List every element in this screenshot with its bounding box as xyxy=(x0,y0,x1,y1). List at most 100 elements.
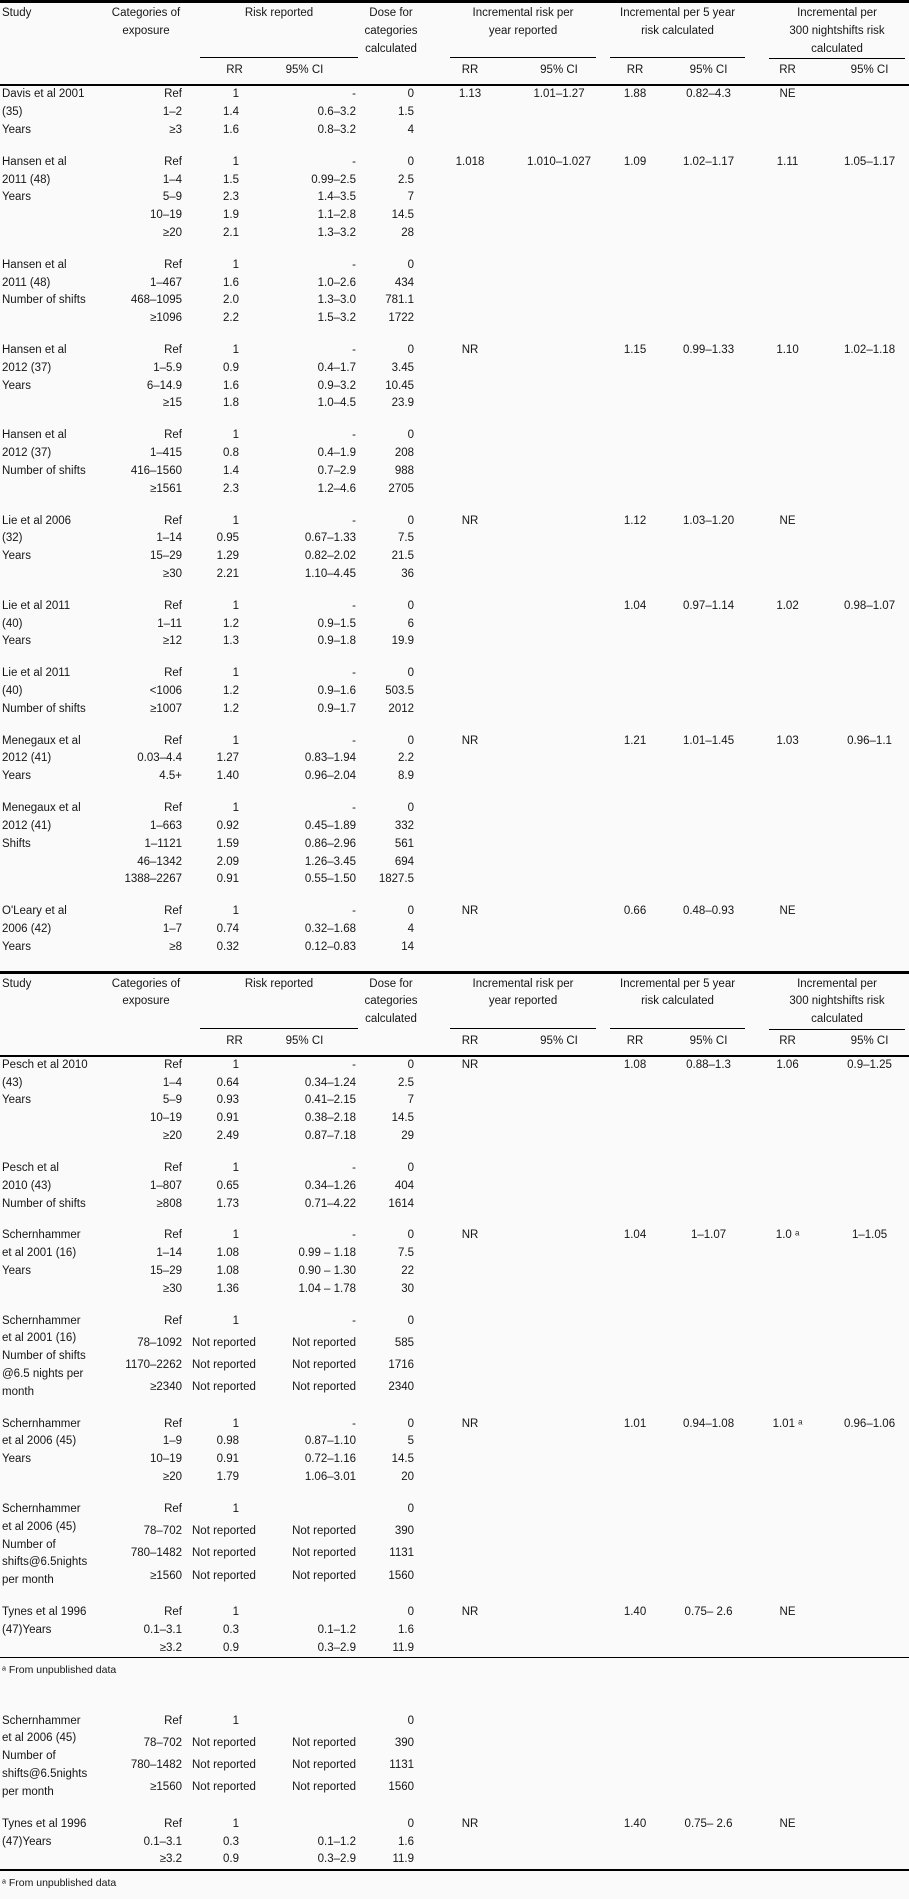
category-cell: Ref xyxy=(100,85,192,104)
dose-cell: 0 xyxy=(362,1604,420,1622)
rr-reported-cell: 0.8 xyxy=(192,445,247,463)
category-cell: 15–29 xyxy=(100,548,192,566)
study-cell: Schernhammer et al 2001 (16) Years xyxy=(0,1227,100,1298)
rr-reported-cell: Not reported xyxy=(192,1523,247,1545)
dose-cell: 0 xyxy=(362,1501,420,1523)
spacer-row xyxy=(0,413,909,427)
dose-cell: 10.45 xyxy=(362,378,420,396)
rr-reported-cell: 1.5 xyxy=(192,172,247,190)
rr-reported-cell: Not reported xyxy=(192,1757,247,1779)
ci-reported-cell: 0.4–1.7 xyxy=(247,360,362,378)
spacer-cell xyxy=(0,1687,909,1713)
inc-year-rr-cell: 1.018 xyxy=(420,154,520,243)
rr-reported-cell: 1 xyxy=(192,1056,247,1075)
spacer-row xyxy=(0,786,909,800)
ci-reported-cell: Not reported xyxy=(247,1735,362,1757)
category-cell: 1–2 xyxy=(100,104,192,122)
inc-year-ci-cell xyxy=(520,800,598,889)
rr-reported-cell: 1.29 xyxy=(192,548,247,566)
category-cell: 780–1482 xyxy=(100,1757,192,1779)
category-cell: 5–9 xyxy=(100,189,192,207)
rr-reported-cell: 2.2 xyxy=(192,310,247,328)
dose-cell: 2.5 xyxy=(362,172,420,190)
inc-5year-rr-cell: 1.04 xyxy=(598,1227,672,1298)
ci-reported-cell xyxy=(247,1604,362,1622)
dose-cell: 36 xyxy=(362,566,420,584)
inc-5year-rr-cell xyxy=(598,1713,672,1802)
inc-300-rr-cell: 1.06 xyxy=(745,1056,830,1146)
spacer-cell xyxy=(0,1146,909,1160)
ci-reported-cell: - xyxy=(247,903,362,921)
category-cell: Ref xyxy=(100,1056,192,1075)
ci-reported-cell: 0.87–7.18 xyxy=(247,1128,362,1146)
spacer-cell xyxy=(0,651,909,665)
rr-reported-cell: 0.9 xyxy=(192,1640,247,1658)
col-group-incremental-year-inner: Incremental risk per year reported xyxy=(450,976,596,1029)
dose-cell: 390 xyxy=(362,1523,420,1545)
dose-cell: 21.5 xyxy=(362,548,420,566)
rr-reported-cell: 0.95 xyxy=(192,530,247,548)
rr-reported-cell: 1 xyxy=(192,1604,247,1622)
dose-cell: 4 xyxy=(362,921,420,939)
inc-5year-ci-cell: 0.94–1.08 xyxy=(672,1416,745,1487)
dose-cell: 0 xyxy=(362,1056,420,1075)
spacer-cell xyxy=(0,584,909,598)
study-cell: Davis et al 2001 (35) Years xyxy=(0,85,100,139)
spacer-row xyxy=(0,1146,909,1160)
category-cell: 5–9 xyxy=(100,1092,192,1110)
rr-reported-cell: 0.9 xyxy=(192,360,247,378)
ci-reported-cell: 1.04 – 1.78 xyxy=(247,1281,362,1299)
inc-year-rr-cell xyxy=(420,1313,520,1402)
rr-reported-cell: 1 xyxy=(192,1227,247,1245)
col-header-rr: RR xyxy=(745,59,830,85)
dose-cell: 585 xyxy=(362,1335,420,1357)
inc-300-rr-cell xyxy=(745,427,830,498)
category-cell: Ref xyxy=(100,342,192,360)
dose-cell: 2705 xyxy=(362,481,420,499)
rr-reported-cell: 1.73 xyxy=(192,1196,247,1214)
inc-5year-ci-cell xyxy=(672,427,745,498)
dose-cell: 2340 xyxy=(362,1379,420,1401)
col-group-incremental-300-title: Incremental per 300 nightshifts risk cal… xyxy=(769,5,905,58)
dose-cell: 503.5 xyxy=(362,683,420,701)
inc-5year-ci-cell: 0.88–1.3 xyxy=(672,1056,745,1146)
rr-reported-cell: 1 xyxy=(192,800,247,818)
dose-cell: 4 xyxy=(362,122,420,140)
ci-reported-cell xyxy=(247,1713,362,1735)
spacer-row xyxy=(0,1590,909,1604)
inc-300-rr-cell: NE xyxy=(745,85,830,139)
ci-reported-cell xyxy=(247,1501,362,1523)
spacer-cell xyxy=(0,1590,909,1604)
spacer-row xyxy=(0,499,909,513)
ci-reported-cell: 0.82–2.02 xyxy=(247,548,362,566)
category-cell: 1–1121 xyxy=(100,836,192,854)
inc-year-rr-cell: NR xyxy=(420,733,520,786)
category-cell: 1–5.9 xyxy=(100,360,192,378)
inc-300-rr-cell: NE xyxy=(745,513,830,584)
ci-reported-cell: 1.3–3.2 xyxy=(247,225,362,243)
ci-reported-cell: 0.7–2.9 xyxy=(247,463,362,481)
ci-reported-cell: Not reported xyxy=(247,1779,362,1801)
study-data-row: Schernhammer et al 2006 (45) Number of s… xyxy=(0,1713,909,1735)
study-cell: Lie et al 2006 (32) Years xyxy=(0,513,100,584)
col-group-risk-reported-underline xyxy=(200,57,358,58)
col-group-incremental-5year-title: Incremental per 5 year risk calculated xyxy=(610,976,745,1012)
study-data-row: Schernhammer et al 2006 (45) Number of s… xyxy=(0,1501,909,1523)
inc-300-ci-cell xyxy=(830,1313,909,1402)
rr-reported-cell: 1 xyxy=(192,513,247,531)
col-header-95ci: 95% CI xyxy=(520,59,598,85)
inc-5year-rr-cell xyxy=(598,800,672,889)
inc-300-ci-cell: 0.96–1.06 xyxy=(830,1416,909,1487)
inc-5year-rr-cell xyxy=(598,1501,672,1590)
inc-300-rr-cell xyxy=(745,665,830,718)
category-cell: ≥3 xyxy=(100,122,192,140)
study-cell: Tynes et al 1996 (47)Years xyxy=(0,1816,100,1870)
inc-300-rr-cell: 1.03 xyxy=(745,733,830,786)
inc-300-ci-cell xyxy=(830,427,909,498)
col-group-incremental-year: Incremental risk per year reported xyxy=(420,2,598,60)
spacer-cell xyxy=(0,957,909,973)
col-group-risk-reported: Risk reported xyxy=(192,972,362,1030)
